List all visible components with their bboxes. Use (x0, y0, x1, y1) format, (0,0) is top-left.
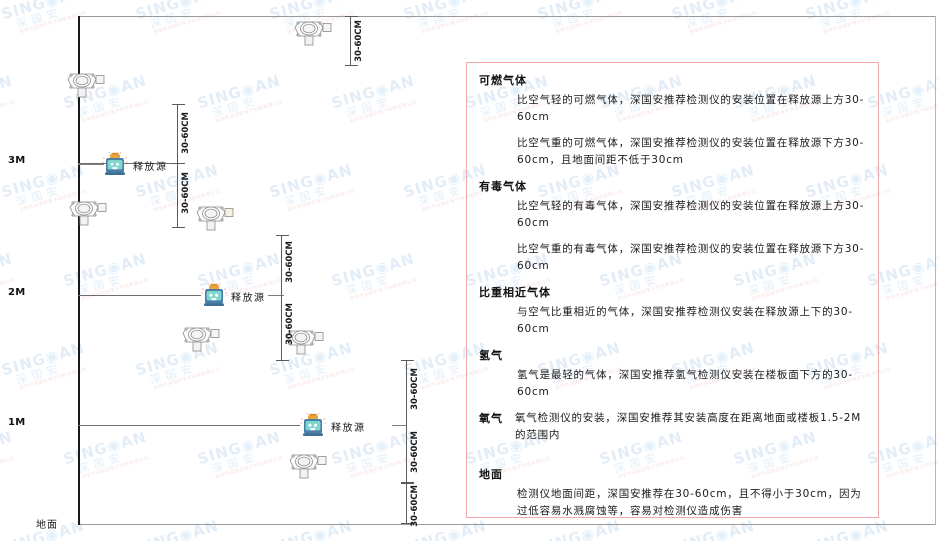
dimension-label: 30-60CM (354, 20, 364, 62)
gas-detector-icon (68, 196, 110, 230)
dimension-tick (401, 483, 414, 484)
vertical-axis (78, 16, 80, 525)
dimension-label: 30-60CM (181, 112, 191, 154)
release-source-icon (102, 152, 128, 178)
source-connector-line (78, 164, 104, 165)
section-paragraph: 比空气轻的有毒气体，深国安推荐检测仪的安装位置在释放源上方30-60cm (517, 200, 865, 229)
dimension-tick (276, 235, 289, 236)
section-title: 比重相近气体 (479, 286, 551, 299)
gas-detector-icon (66, 68, 108, 102)
section-toxic-gas: 有毒气体 比空气轻的有毒气体，深国安推荐检测仪的安装位置在释放源上方30-60c… (479, 178, 868, 275)
dimension-line: 30-60CM (345, 16, 364, 66)
axis-label-3m: 3M (8, 155, 26, 166)
source-connector-line (392, 425, 406, 426)
gas-detector-icon (181, 322, 223, 356)
section-paragraph: 比空气重的可燃气体，深国安推荐检测仪的安装位置在释放源下方30-60cm，且地面… (517, 137, 865, 166)
gas-detector-icon (293, 16, 335, 50)
section-paragraph: 氢气是最轻的气体，深国安推荐氢气检测仪安装在楼板面下方的30-60cm (517, 369, 853, 398)
ground-line (78, 524, 936, 525)
section-similar-density-gas: 比重相近气体 与空气比重相近的气体，深国安推荐检测仪安装在释放源上下的30-60… (479, 284, 868, 338)
level-line-2m (78, 295, 201, 296)
section-paragraph: 比空气重的有毒气体，深国安推荐检测仪的安装位置在释放源下方30-60cm (517, 243, 865, 272)
dimension-line: 30-60CM (276, 295, 295, 361)
dimension-line: 30-60CM (172, 164, 191, 228)
section-title: 有毒气体 (479, 180, 527, 193)
axis-label-2m: 2M (8, 287, 26, 298)
dimension-label: 30-60CM (410, 485, 420, 527)
dimension-label: 30-60CM (410, 431, 420, 473)
dimension-label: 30-60CM (410, 368, 420, 410)
dimension-label: 30-60CM (181, 172, 191, 214)
dimension-tick (172, 104, 185, 105)
dimension-tick (172, 227, 185, 228)
right-frame-line (935, 16, 936, 525)
dimension-tick (345, 65, 358, 66)
release-source-icon (300, 413, 326, 439)
dimension-tick (401, 360, 414, 361)
gas-detector-icon (285, 325, 327, 359)
dimension-tick (276, 360, 289, 361)
ground-label: 地面 (36, 520, 58, 531)
release-source-icon (201, 283, 227, 309)
section-paragraph: 比空气轻的可燃气体，深国安推荐检测仪的安装位置在释放源上方30-60cm (517, 94, 865, 123)
dimension-line: 30-60CM (172, 104, 191, 164)
dimension-tick (345, 16, 358, 17)
section-title: 氧气 (479, 412, 503, 425)
dimension-line: 30-60CM (401, 425, 420, 483)
dimension-tick (401, 523, 414, 524)
dimension-line: 30-60CM (401, 360, 420, 425)
section-ground: 地面 检测仪地面间距，深国安推荐在30-60cm，且不得小于30cm，因为过低容… (479, 466, 868, 520)
gas-detector-icon (288, 449, 330, 483)
section-combustible-gas: 可燃气体 比空气轻的可燃气体，深国安推荐检测仪的安装位置在释放源上方30-60c… (479, 72, 868, 169)
source-connector-line (268, 295, 284, 296)
section-paragraph: 检测仪地面间距，深国安推荐在30-60cm，且不得小于30cm，因为过低容易水溅… (517, 488, 862, 517)
section-title: 地面 (479, 468, 503, 481)
section-oxygen: 氧气 氧气检测仪的安装，深国安推荐其安装高度在距离地面或楼板1.5-2M的范围内 (479, 410, 868, 444)
section-title: 可燃气体 (479, 74, 527, 87)
ceiling-line (78, 16, 936, 17)
dimension-label: 30-60CM (285, 303, 295, 345)
release-source-label: 释放源 (331, 423, 366, 434)
gas-detector-icon (195, 201, 237, 235)
dimension-tick (401, 482, 414, 483)
dimension-label: 30-60CM (285, 241, 295, 283)
dimension-line: 30-60CM (276, 235, 295, 295)
release-source-label: 释放源 (133, 162, 168, 173)
section-title: 氢气 (479, 349, 503, 362)
level-line-1m (78, 425, 300, 426)
section-paragraph: 与空气比重相近的气体，深国安推荐检测仪安装在释放源上下的30-60cm (517, 306, 853, 335)
dimension-line: 30-60CM (401, 483, 420, 527)
gas-installation-guidelines-panel: 可燃气体 比空气轻的可燃气体，深国安推荐检测仪的安装位置在释放源上方30-60c… (466, 62, 879, 518)
axis-label-1m: 1M (8, 417, 26, 428)
dimension-tick (172, 163, 185, 164)
section-paragraph: 氧气检测仪的安装，深国安推荐其安装高度在距离地面或楼板1.5-2M的范围内 (515, 412, 862, 441)
release-source-label: 释放源 (231, 293, 266, 304)
section-hydrogen: 氢气 氢气是最轻的气体，深国安推荐氢气检测仪安装在楼板面下方的30-60cm (479, 347, 868, 401)
level-line-3m (78, 163, 183, 164)
